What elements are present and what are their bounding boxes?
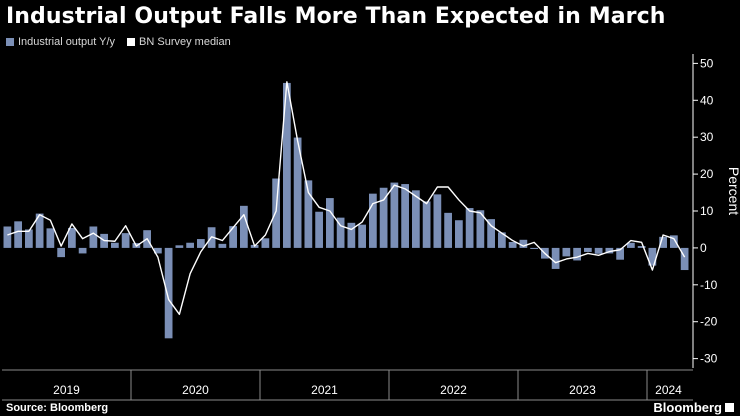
x-tick-label: 2022	[440, 383, 467, 397]
bar	[111, 242, 119, 248]
axes: 50 40 30 20 10 0 -10 -20 -30 Percent 2019 2020 2021 2…	[2, 54, 740, 401]
bar	[594, 247, 603, 254]
bar	[551, 247, 560, 269]
bar	[304, 180, 313, 248]
x-tick-label: 2020	[182, 383, 209, 397]
line-swatch-icon	[127, 38, 136, 46]
legend-item-bars: Industrial output Y/y	[6, 36, 115, 48]
bar	[57, 247, 65, 258]
bar-series	[3, 82, 689, 339]
bar	[498, 232, 506, 248]
legend-item-line: BN Survey median	[127, 36, 231, 48]
bar	[465, 208, 474, 248]
bar	[519, 239, 528, 248]
bar	[315, 211, 323, 248]
bar	[14, 221, 22, 248]
x-tick-label: 2019	[53, 383, 80, 397]
bar	[670, 235, 678, 248]
bar	[659, 236, 667, 248]
bar	[154, 247, 162, 254]
bar	[433, 194, 442, 248]
bar	[455, 220, 463, 248]
bar	[175, 245, 184, 248]
bar	[218, 243, 227, 248]
y-tick-label: 40	[700, 93, 714, 107]
bar	[573, 247, 581, 261]
bar	[197, 239, 205, 248]
bar	[487, 219, 495, 248]
bar-swatch-icon	[6, 38, 14, 46]
x-tick-label: 2023	[569, 383, 596, 397]
bar	[336, 217, 345, 248]
chart-title: Industrial Output Falls More Than Expect…	[6, 4, 666, 29]
bar	[369, 193, 377, 248]
bar	[390, 182, 399, 248]
bar	[283, 82, 291, 248]
legend: Industrial output Y/y BN Survey median	[6, 36, 231, 48]
bar	[422, 201, 431, 248]
source-note: Source: Bloomberg	[6, 402, 109, 414]
bar	[25, 229, 33, 248]
y-tick-label: -10	[700, 278, 718, 292]
bar	[508, 242, 517, 248]
bar	[530, 247, 538, 250]
y-tick-label: 10	[700, 204, 714, 218]
bar	[164, 247, 173, 339]
bar	[78, 247, 87, 254]
bar	[379, 187, 388, 248]
survey-median-line	[7, 81, 686, 316]
bar	[605, 247, 614, 254]
bar	[3, 226, 12, 248]
bar	[680, 247, 689, 271]
bar	[272, 178, 280, 248]
bar	[358, 224, 366, 248]
bar	[186, 242, 194, 248]
bar	[293, 137, 302, 248]
bar	[412, 190, 420, 248]
bar	[584, 247, 592, 252]
bar	[121, 233, 130, 248]
y-tick-label: -20	[700, 315, 718, 329]
bar	[240, 205, 248, 248]
bar	[562, 247, 571, 257]
bar	[637, 246, 646, 248]
brand-name: Bloomberg	[653, 400, 722, 415]
legend-label-line: BN Survey median	[139, 36, 231, 48]
bar	[444, 212, 452, 248]
y-axis-title: Percent	[726, 167, 740, 215]
bar	[616, 247, 624, 260]
bar	[46, 228, 55, 248]
bar	[347, 222, 356, 248]
bar	[89, 226, 98, 248]
bar	[401, 184, 409, 248]
line-series	[7, 81, 686, 316]
y-tick-label: 30	[700, 130, 714, 144]
legend-label-bars: Industrial output Y/y	[18, 36, 116, 48]
y-tick-label: 50	[700, 56, 714, 70]
y-tick-label: 0	[700, 241, 707, 255]
bloomberg-logo-icon	[725, 403, 734, 412]
bar	[326, 198, 334, 248]
x-tick-label: 2024	[655, 383, 682, 397]
bar	[627, 242, 635, 248]
bar	[35, 213, 44, 248]
bar	[229, 226, 237, 248]
x-tick-label: 2021	[311, 383, 338, 397]
bar	[68, 227, 76, 248]
y-tick-label: 20	[700, 167, 714, 181]
y-tick-label: -30	[700, 352, 718, 366]
bar	[261, 238, 270, 248]
bar	[476, 210, 485, 248]
bar	[648, 247, 657, 266]
